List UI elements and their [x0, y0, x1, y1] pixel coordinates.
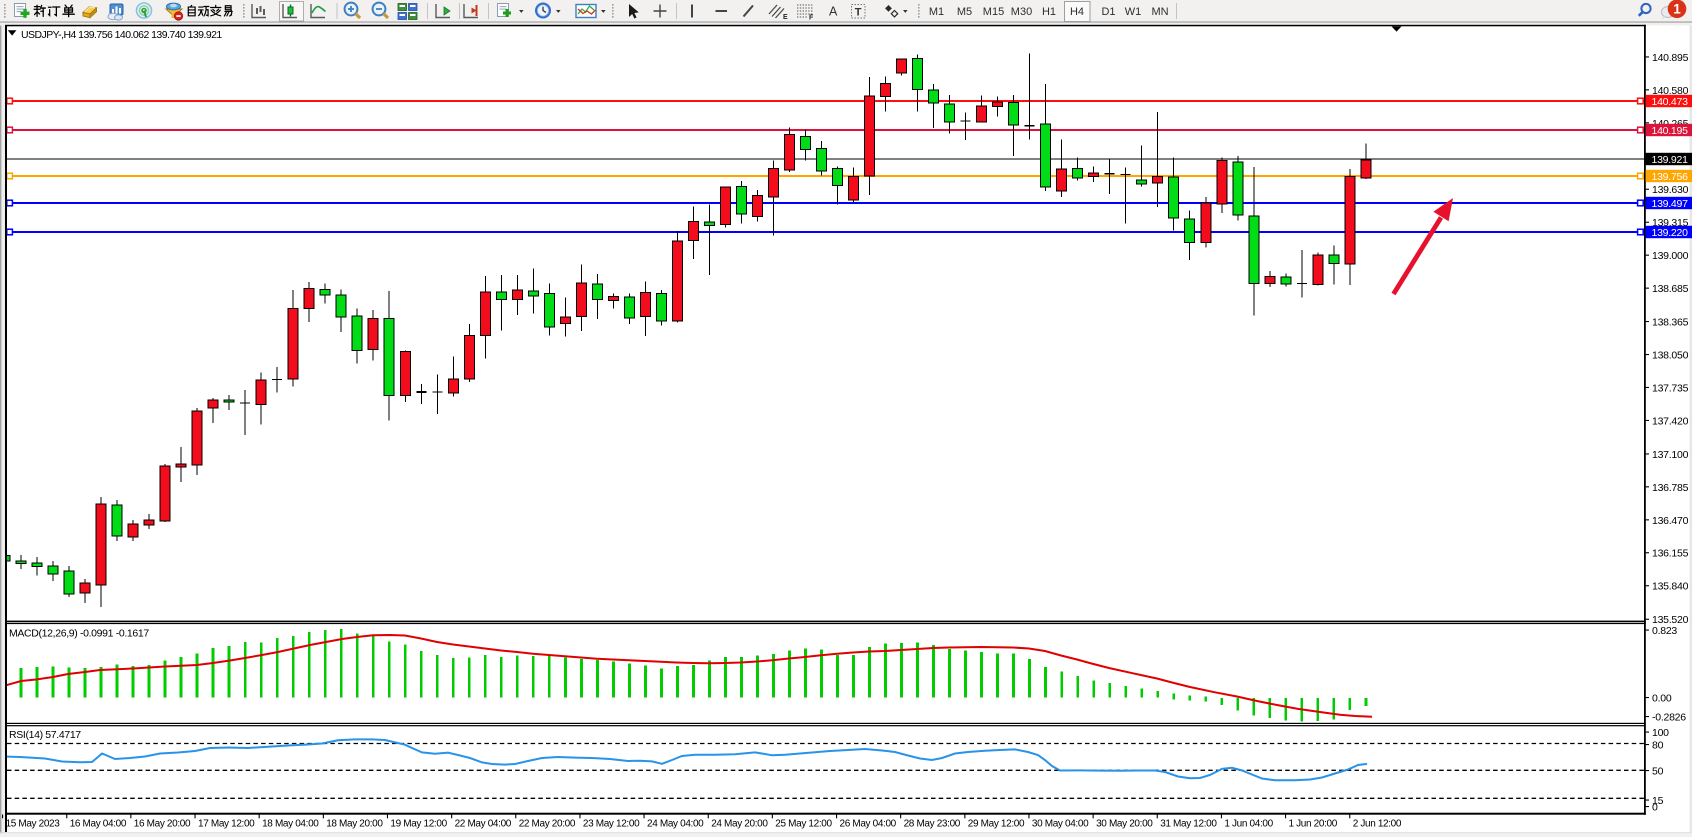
svg-text:M15: M15	[983, 6, 1004, 18]
svg-text:100: 100	[1652, 727, 1669, 739]
svg-text:E: E	[783, 14, 788, 21]
svg-text:140.580: 140.580	[1652, 85, 1689, 97]
svg-text:138.685: 138.685	[1652, 283, 1689, 295]
svg-text:MN: MN	[1151, 6, 1168, 18]
svg-text:D1: D1	[1101, 6, 1115, 18]
svg-text:80: 80	[1652, 740, 1664, 752]
svg-text:140.473: 140.473	[1652, 96, 1689, 108]
svg-text:USDJPY-,H4 139.756 140.062 13: USDJPY-,H4 139.756 140.062 139.740 139.9…	[21, 29, 222, 41]
svg-text:18 May 04:00: 18 May 04:00	[262, 819, 319, 830]
svg-text:139.220: 139.220	[1652, 227, 1689, 239]
svg-text:136.785: 136.785	[1652, 482, 1689, 494]
svg-text:137.100: 137.100	[1652, 449, 1689, 461]
svg-text:M30: M30	[1011, 6, 1032, 18]
svg-text:22 May 04:00: 22 May 04:00	[455, 819, 512, 830]
svg-text:16 May 04:00: 16 May 04:00	[70, 819, 127, 830]
svg-text:0: 0	[1652, 802, 1658, 814]
svg-text:31 May 12:00: 31 May 12:00	[1160, 819, 1217, 830]
svg-text:15: 15	[1652, 795, 1664, 807]
svg-text:135.840: 135.840	[1652, 581, 1689, 593]
svg-text:28 May 23:00: 28 May 23:00	[904, 819, 961, 830]
svg-text:1 Jun 04:00: 1 Jun 04:00	[1224, 819, 1273, 830]
svg-text:MACD(12,26,9) -0.0991 -0.1617: MACD(12,26,9) -0.0991 -0.1617	[9, 628, 149, 640]
svg-text:26 May 04:00: 26 May 04:00	[840, 819, 897, 830]
svg-text:138.050: 138.050	[1652, 350, 1689, 362]
svg-text:19 May 12:00: 19 May 12:00	[390, 819, 447, 830]
svg-text:0.00: 0.00	[1652, 693, 1672, 705]
svg-text:0.823: 0.823	[1652, 625, 1677, 637]
svg-text:-0.2826: -0.2826	[1652, 712, 1686, 724]
svg-text:F: F	[809, 15, 814, 22]
svg-text:A: A	[829, 5, 838, 19]
svg-text:137.735: 137.735	[1652, 382, 1689, 394]
svg-text:136.155: 136.155	[1652, 548, 1689, 560]
svg-text:1 Jun 20:00: 1 Jun 20:00	[1289, 819, 1338, 830]
svg-text:15 May 2023: 15 May 2023	[6, 819, 61, 830]
svg-text:17 May 12:00: 17 May 12:00	[198, 819, 255, 830]
svg-text:30 May 04:00: 30 May 04:00	[1032, 819, 1089, 830]
svg-text:1: 1	[1673, 1, 1681, 16]
svg-text:140.895: 140.895	[1652, 52, 1689, 64]
svg-text:50: 50	[1652, 766, 1664, 778]
svg-text:138.365: 138.365	[1652, 317, 1689, 329]
svg-text:W1: W1	[1125, 6, 1142, 18]
svg-text:H1: H1	[1042, 6, 1056, 18]
svg-text:18 May 20:00: 18 May 20:00	[326, 819, 383, 830]
svg-text:H4: H4	[1070, 6, 1084, 18]
svg-text:136.470: 136.470	[1652, 515, 1689, 527]
svg-text:135.520: 135.520	[1652, 614, 1689, 626]
svg-text:T: T	[855, 7, 862, 19]
svg-text:139.630: 139.630	[1652, 184, 1689, 196]
svg-text:24 May 20:00: 24 May 20:00	[711, 819, 768, 830]
svg-text:139.756: 139.756	[1652, 171, 1689, 183]
svg-text:139.921: 139.921	[1652, 154, 1689, 166]
svg-text:140.195: 140.195	[1652, 125, 1689, 137]
svg-text:139.000: 139.000	[1652, 250, 1689, 262]
svg-text:23 May 12:00: 23 May 12:00	[583, 819, 640, 830]
svg-text:139.497: 139.497	[1652, 198, 1689, 210]
svg-text:RSI(14) 57.4717: RSI(14) 57.4717	[9, 729, 81, 741]
svg-text:29 May 12:00: 29 May 12:00	[968, 819, 1025, 830]
svg-text:M1: M1	[929, 6, 944, 18]
svg-text:30 May 20:00: 30 May 20:00	[1096, 819, 1153, 830]
svg-text:137.420: 137.420	[1652, 415, 1689, 427]
svg-text:22 May 20:00: 22 May 20:00	[519, 819, 576, 830]
svg-text:M5: M5	[957, 6, 972, 18]
svg-text:2 Jun 12:00: 2 Jun 12:00	[1353, 819, 1402, 830]
svg-text:16 May 20:00: 16 May 20:00	[134, 819, 191, 830]
svg-text:24 May 04:00: 24 May 04:00	[647, 819, 704, 830]
svg-text:25 May 12:00: 25 May 12:00	[775, 819, 832, 830]
